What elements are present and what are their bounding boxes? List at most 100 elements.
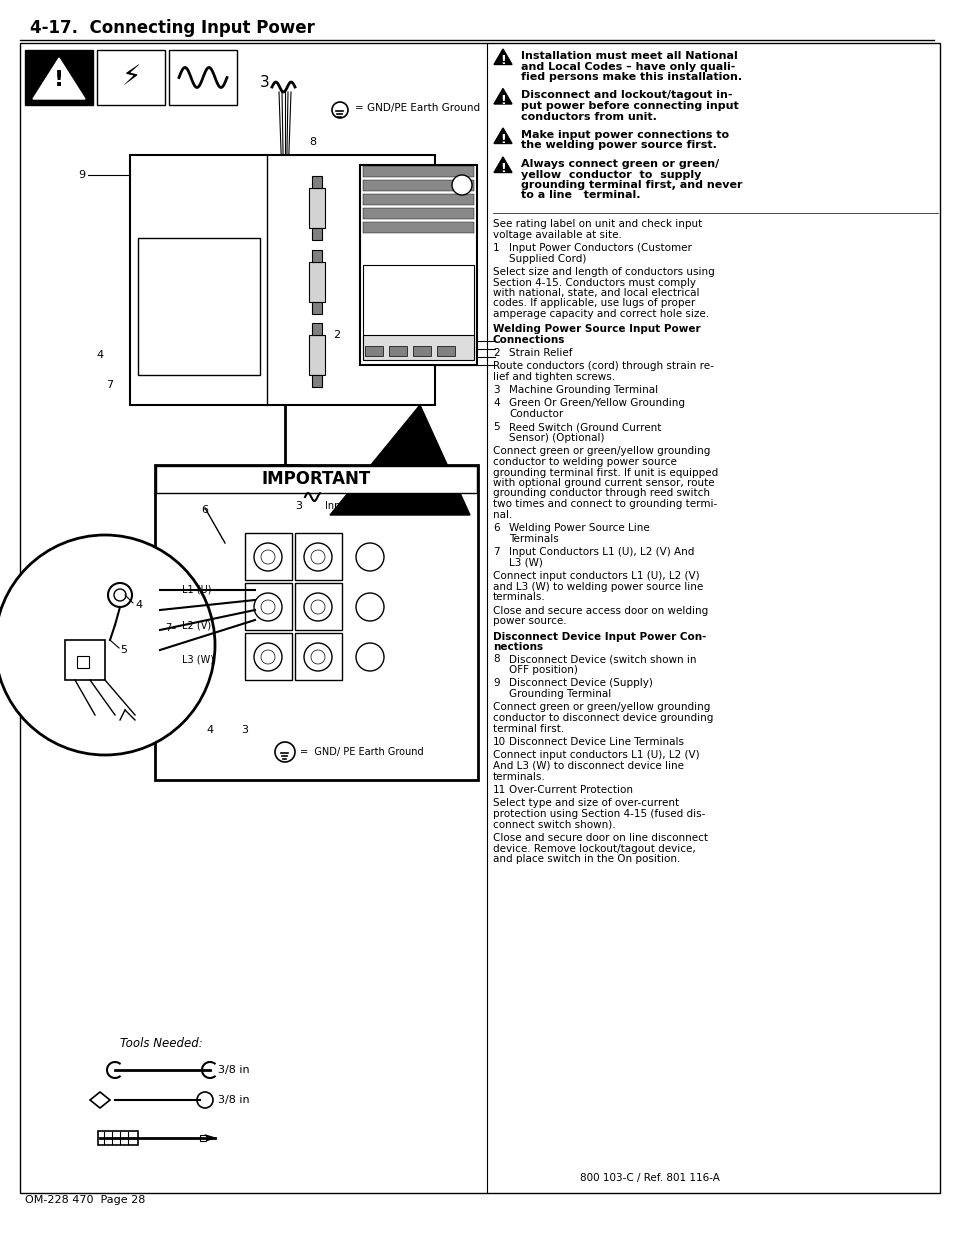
Text: Input Power Conductors (Customer: Input Power Conductors (Customer [509,243,691,253]
Text: L1 (U): L1 (U) [182,585,212,595]
Text: and Local Codes – have only quali-: and Local Codes – have only quali- [520,62,735,72]
Text: conductors from unit.: conductors from unit. [520,111,657,121]
Text: nections: nections [493,642,542,652]
Bar [97,49,165,105]
Text: amperage capacity and correct hole size.: amperage capacity and correct hole size. [493,309,708,319]
Circle shape [196,1092,213,1108]
Text: Over-Current Protection: Over-Current Protection [509,785,633,795]
Text: with national, state, and local electrical: with national, state, and local electric… [493,288,699,298]
Circle shape [304,643,332,671]
Bar [294,634,341,680]
Text: Strain Relief: Strain Relief [509,347,572,357]
Text: Welding Power Source Line: Welding Power Source Line [509,522,649,534]
Text: IMPORTANT: IMPORTANT [262,471,371,488]
Bar [245,534,292,580]
Text: 4-17.  Connecting Input Power: 4-17. Connecting Input Power [30,19,314,37]
Bar [309,188,325,228]
Polygon shape [494,157,512,173]
Text: device. Remove lockout/tagout device,: device. Remove lockout/tagout device, [493,844,695,853]
Bar [312,301,322,314]
Bar [138,237,260,375]
Text: with optional ground current sensor, route: with optional ground current sensor, rou… [493,478,714,488]
Circle shape [355,643,384,671]
Text: power source.: power source. [493,616,566,626]
Text: Close and secure access door on welding: Close and secure access door on welding [493,605,707,615]
Text: Connect green or green/yellow grounding: Connect green or green/yellow grounding [493,447,710,457]
Text: nal.: nal. [493,510,512,520]
Bar [294,583,341,630]
Text: Machine Grounding Terminal: Machine Grounding Terminal [509,385,658,395]
Text: And L3 (W) to disconnect device line: And L3 (W) to disconnect device line [493,761,683,771]
Text: connect switch shown).: connect switch shown). [493,820,615,830]
Polygon shape [90,1092,110,1108]
Text: Disconnect Device (switch shown in: Disconnect Device (switch shown in [509,655,696,664]
Text: 11: 11 [389,263,403,273]
Text: terminal first.: terminal first. [493,724,563,734]
Circle shape [304,593,332,621]
Text: put power before connecting input: put power before connecting input [520,101,738,111]
Text: 5: 5 [120,645,127,655]
Text: and L3 (W) to welding power source line: and L3 (W) to welding power source line [493,582,702,592]
Text: grounding conductor through reed switch: grounding conductor through reed switch [493,489,709,499]
Text: !: ! [499,133,505,146]
Bar [154,466,477,781]
Text: 800 103-C / Ref. 801 116-A: 800 103-C / Ref. 801 116-A [579,1173,720,1183]
Circle shape [355,543,384,571]
Circle shape [261,600,274,614]
Text: Select type and size of over-current: Select type and size of over-current [493,799,679,809]
Bar [65,640,105,680]
Text: L3 (W): L3 (W) [182,655,213,664]
Text: fied persons make this installation.: fied persons make this installation. [520,72,741,82]
Bar [312,177,322,188]
Text: Reed Switch (Ground Current: Reed Switch (Ground Current [509,422,660,432]
Text: 3: 3 [241,725,248,735]
Text: Select size and length of conductors using: Select size and length of conductors usi… [493,267,714,277]
Bar [245,634,292,680]
Circle shape [311,650,325,664]
Text: Grounding Terminal: Grounding Terminal [509,689,611,699]
Text: 2: 2 [493,347,499,357]
Bar [312,249,322,262]
Text: 1: 1 [493,243,499,253]
Polygon shape [494,89,512,104]
Bar [363,165,474,177]
Text: grounding terminal first. If unit is equipped: grounding terminal first. If unit is equ… [493,468,718,478]
Circle shape [355,593,384,621]
Text: grounding terminal first, and never: grounding terminal first, and never [520,180,741,190]
Text: voltage available at site.: voltage available at site. [493,230,621,240]
Text: 3: 3 [260,75,270,90]
Text: Disconnect Device (Supply): Disconnect Device (Supply) [509,678,652,688]
Text: Connections: Connections [493,335,565,345]
Polygon shape [330,405,470,515]
Bar [312,324,322,335]
Circle shape [311,600,325,614]
Text: Close and secure door on line disconnect: Close and secure door on line disconnect [493,832,707,844]
Bar [413,346,431,356]
Circle shape [304,543,332,571]
Text: Connect green or green/yellow grounding: Connect green or green/yellow grounding [493,703,710,713]
Text: Disconnect Device Line Terminals: Disconnect Device Line Terminals [509,737,683,747]
Bar [25,49,92,105]
Bar [169,49,236,105]
Circle shape [253,543,282,571]
Text: 3/8 in: 3/8 in [218,1065,250,1074]
Text: OM-228 470  Page 28: OM-228 470 Page 28 [25,1195,145,1205]
Text: 9: 9 [493,678,499,688]
Text: Tools Needed:: Tools Needed: [120,1037,203,1050]
Text: !: ! [499,54,505,67]
Bar [436,346,455,356]
Polygon shape [33,58,85,99]
Text: Green Or Green/Yellow Grounding: Green Or Green/Yellow Grounding [509,399,684,409]
Text: !: ! [499,162,505,175]
Bar [77,656,89,668]
Text: 7: 7 [107,380,113,390]
Polygon shape [494,49,512,64]
Bar [365,346,382,356]
Text: 6: 6 [201,505,209,515]
Text: Section 4-15. Conductors must comply: Section 4-15. Conductors must comply [493,278,696,288]
Circle shape [253,593,282,621]
Text: Disconnect and lockout/tagout in-: Disconnect and lockout/tagout in- [520,90,732,100]
Bar [156,466,476,493]
Text: 5: 5 [493,422,499,432]
Text: 2: 2 [333,330,339,340]
